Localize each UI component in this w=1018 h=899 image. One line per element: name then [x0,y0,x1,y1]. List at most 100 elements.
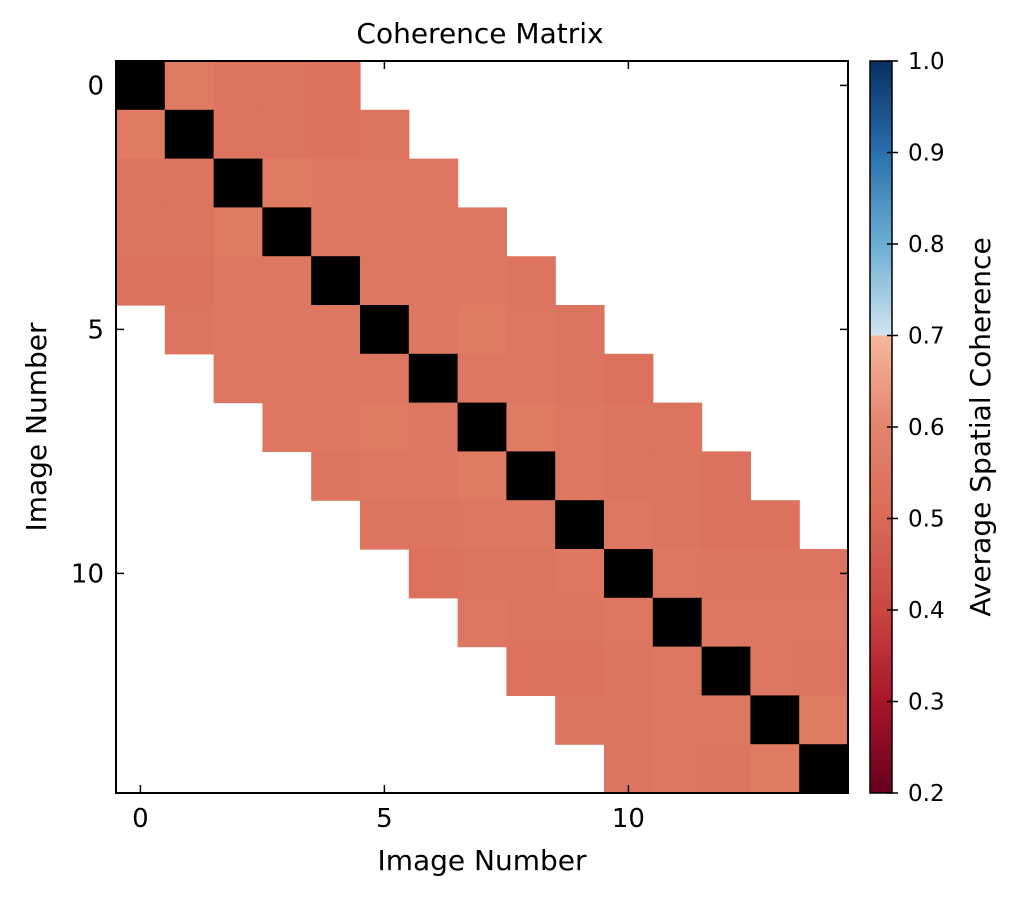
diagonal-cell [799,744,849,794]
heatmap-cell [262,61,312,111]
diagonal-cell [116,61,166,111]
diagonal-cell [164,109,215,160]
y-tick-label: 0 [87,71,104,101]
heatmap-cell [408,158,459,208]
heatmap-cell [311,353,361,404]
heatmap-cell [213,61,263,111]
heatmap-cell [457,500,507,550]
heatmap-cell [213,109,263,160]
heatmap-cell [311,207,361,257]
heatmap-cell [506,353,556,404]
chart-title: Coherence Matrix [356,17,603,50]
diagonal-cell [311,256,361,306]
heatmap-cell [360,207,410,257]
heatmap-cell [750,744,800,794]
heatmap-cell [506,500,556,550]
heatmap-cell [750,549,800,599]
heatmap-cell [604,353,654,404]
diagonal-cell [555,500,605,550]
colorbar-tick-label: 0.4 [908,598,945,624]
diagonal-cell [604,549,654,599]
colorbar [870,61,892,793]
heatmap-cell [408,549,459,599]
heatmap-cell [750,597,800,648]
x-tick-label: 10 [612,804,645,834]
heatmap-cell [457,549,507,599]
heatmap-cell [701,597,751,648]
heatmap-cell [262,353,312,404]
heatmap-cell [311,109,361,160]
colorbar-tick-label: 0.7 [908,324,945,350]
heatmap-cell [408,305,459,355]
heatmap-cell [116,158,166,208]
heatmap-cell [213,256,263,306]
heatmap-cell [262,305,312,355]
heatmap-cell [555,597,605,648]
heatmap-cell [457,305,507,355]
x-tick-label: 5 [376,804,393,834]
heatmap-cell [457,256,507,306]
heatmap-cell [750,500,800,550]
colorbar-tick-label: 0.3 [908,690,945,716]
heatmap-cell [213,305,263,355]
heatmap-cell [750,646,800,696]
heatmap-cell [555,305,605,355]
diagonal-cell [457,402,507,452]
heatmap-cell [164,305,215,355]
heatmap-cell [652,549,703,599]
colorbar-tick-label: 1.0 [908,49,945,75]
heatmap-cell [506,305,556,355]
colorbar-tick-label: 0.2 [908,781,945,807]
heatmap-cell [311,451,361,501]
heatmap-cell [360,158,410,208]
heatmap-cell [116,207,166,257]
diagonal-cell [262,207,312,257]
heatmap-cell [116,109,166,160]
colorbar-tick-label: 0.9 [908,141,945,167]
diagonal-cell [701,646,751,696]
heatmap-cell [799,597,849,648]
heatmap-cell [164,207,215,257]
heatmap-cell [604,402,654,452]
heatmap-cell [213,353,263,404]
heatmap-cell [262,109,312,160]
heatmap-cell [652,402,703,452]
heatmap-cell [604,597,654,648]
diagonal-cell [360,305,410,355]
heatmap-cell [506,256,556,306]
heatmap-cell [701,500,751,550]
heatmap-cell [604,695,654,745]
heatmap-cell [262,158,312,208]
heatmap-cell [604,451,654,501]
x-tick-label: 0 [132,804,149,834]
heatmap-cells [116,61,849,794]
plot-frame [115,60,849,794]
heatmap-cell [116,256,166,306]
heatmap-cell [408,402,459,452]
heatmap-cell [360,451,410,501]
heatmap-cell [652,646,703,696]
heatmap-cell [799,695,849,745]
x-axis: 0 5 10 [132,61,645,834]
heatmap-cell [360,500,410,550]
heatmap-cell [164,158,215,208]
colorbar-label: Average Spatial Coherence [964,237,997,616]
heatmap-cell [311,305,361,355]
diagonal-cell [408,353,459,404]
heatmap-cell [457,451,507,501]
heatmap-cell [506,597,556,648]
heatmap-cell [408,500,459,550]
y-tick-label: 5 [87,315,104,345]
colorbar-tick-label: 0.6 [908,415,945,441]
y-axis: 0 5 10 [71,71,848,589]
heatmap-cell [360,402,410,452]
heatmap-cell [360,109,410,160]
heatmap-cell [652,744,703,794]
heatmap-cell [604,646,654,696]
colorbar-tick-label: 0.5 [908,507,945,533]
heatmap-cell [555,695,605,745]
heatmap-cell [457,597,507,648]
heatmap-cell [311,158,361,208]
heatmap-cell [701,451,751,501]
heatmap-cell [555,646,605,696]
